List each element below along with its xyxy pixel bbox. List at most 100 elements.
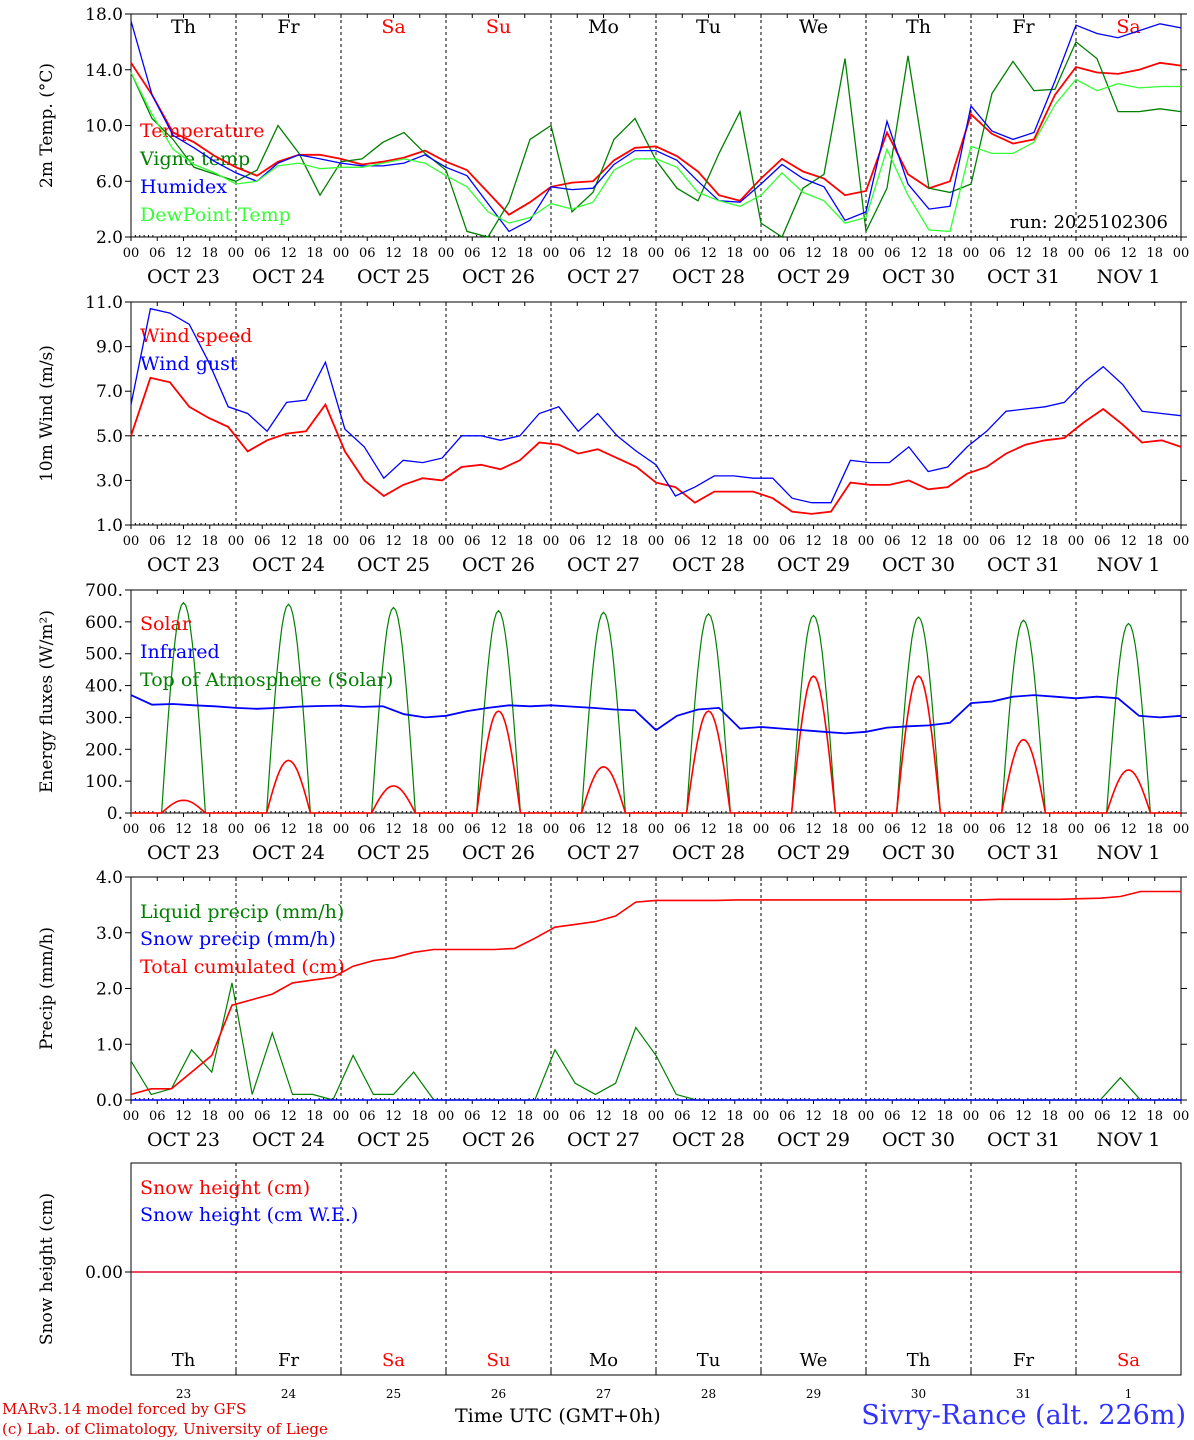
- x-hour-label: 18: [1146, 534, 1163, 549]
- weekday-label: Sa: [381, 16, 405, 38]
- x-hour-label: 00: [1173, 1109, 1190, 1124]
- y-tick-label: 600.: [85, 613, 123, 633]
- date-label: OCT 30: [882, 554, 955, 576]
- date-label: OCT 26: [462, 266, 535, 288]
- legend-entry: Top of Atmosphere (Solar): [140, 669, 393, 691]
- y-tick-label: 18.0: [85, 5, 123, 25]
- x-hour-label: 00: [1068, 534, 1085, 549]
- x-hour-label: 06: [989, 1109, 1006, 1124]
- x-hour-label: 18: [831, 534, 848, 549]
- date-label: OCT 24: [252, 1129, 325, 1151]
- date-label: OCT 26: [462, 554, 535, 576]
- x-hour-label: 06: [254, 1109, 271, 1124]
- y-tick-label: 400.: [85, 677, 123, 697]
- x-hour-label: 18: [201, 246, 218, 261]
- model-credit: MARv3.14 model forced by GFS: [2, 1400, 247, 1418]
- day-number-label: 23: [176, 1387, 191, 1401]
- x-hour-label: 00: [1173, 534, 1190, 549]
- legend-entry: DewPoint Temp: [140, 204, 291, 226]
- temperature-series-line: [130, 40, 1182, 238]
- x-hour-label: 12: [595, 1109, 612, 1124]
- legend-entry: Liquid precip (mm/h): [140, 901, 344, 923]
- y-tick-label: 200.: [85, 740, 123, 760]
- weekday-label: We: [800, 1350, 828, 1371]
- x-hour-label: 00: [123, 822, 140, 837]
- day-number-label: 30: [911, 1387, 926, 1401]
- day-number-label: 26: [491, 1387, 506, 1401]
- x-hour-label: 06: [674, 246, 691, 261]
- x-hour-label: 06: [1094, 822, 1111, 837]
- x-hour-label: 18: [201, 1109, 218, 1124]
- x-hour-label: 12: [1015, 534, 1032, 549]
- x-hour-label: 06: [254, 246, 271, 261]
- date-label: OCT 23: [147, 1129, 220, 1151]
- date-label: OCT 31: [987, 842, 1060, 864]
- x-hour-label: 06: [464, 246, 481, 261]
- x-hour-label: 00: [543, 1109, 560, 1124]
- date-label: OCT 29: [777, 266, 850, 288]
- date-label: OCT 31: [987, 266, 1060, 288]
- x-hour-label: 12: [280, 822, 297, 837]
- x-hour-label: 00: [858, 534, 875, 549]
- temperature-series-line: [130, 20, 1182, 233]
- x-hour-label: 00: [858, 246, 875, 261]
- date-label: NOV 1: [1097, 842, 1161, 864]
- day-number-label: 25: [386, 1387, 401, 1401]
- date-label: NOV 1: [1097, 1129, 1161, 1151]
- y-tick-label: 300.: [85, 708, 123, 728]
- date-label: OCT 26: [462, 1129, 535, 1151]
- day-number-label: 31: [1016, 1387, 1031, 1401]
- y-tick-label: 1.0: [96, 516, 123, 536]
- x-hour-label: 18: [411, 822, 428, 837]
- x-hour-label: 12: [1015, 822, 1032, 837]
- x-hour-label: 12: [385, 246, 402, 261]
- x-hour-label: 00: [963, 246, 980, 261]
- x-hour-label: 18: [411, 246, 428, 261]
- run-annotation: run: 2025102306: [1010, 212, 1168, 233]
- date-label: OCT 27: [567, 266, 640, 288]
- x-hour-label: 00: [753, 534, 770, 549]
- weekday-label: Tu: [697, 1350, 721, 1371]
- x-hour-label: 18: [936, 1109, 953, 1124]
- x-hour-label: 00: [858, 1109, 875, 1124]
- x-hour-label: 00: [543, 534, 560, 549]
- temperature-series-line: [130, 72, 1181, 233]
- x-hour-label: 00: [963, 822, 980, 837]
- x-hour-label: 06: [779, 1109, 796, 1124]
- y-axis-label: Energy fluxes (W/m²): [37, 610, 57, 793]
- weekday-label: Sa: [382, 1350, 405, 1371]
- weekday-label: Th: [907, 1350, 931, 1371]
- date-label: OCT 25: [357, 842, 430, 864]
- date-label: OCT 24: [252, 554, 325, 576]
- date-label: OCT 25: [357, 554, 430, 576]
- x-hour-label: 18: [411, 1109, 428, 1124]
- weekday-label: Th: [906, 16, 931, 38]
- x-hour-label: 12: [595, 822, 612, 837]
- weekday-label: Mo: [588, 16, 619, 38]
- y-tick-label: 0.0: [96, 1091, 123, 1111]
- x-hour-label: 00: [1173, 246, 1190, 261]
- x-hour-label: 18: [516, 534, 533, 549]
- x-hour-label: 00: [123, 534, 140, 549]
- legend-entry: Temperature: [140, 120, 264, 142]
- x-hour-label: 00: [333, 822, 350, 837]
- day-number-label: 29: [806, 1387, 821, 1401]
- x-hour-label: 00: [963, 534, 980, 549]
- date-label: OCT 28: [672, 554, 745, 576]
- x-hour-label: 12: [490, 822, 507, 837]
- x-hour-label: 06: [359, 246, 376, 261]
- x-hour-label: 12: [595, 534, 612, 549]
- y-axis-label: Precip (mm/h): [37, 927, 57, 1050]
- x-hour-label: 06: [254, 822, 271, 837]
- y-tick-label: 7.0: [96, 382, 123, 402]
- legend-entry: Wind gust: [140, 353, 238, 375]
- x-hour-label: 06: [149, 1109, 166, 1124]
- x-hour-label: 12: [280, 534, 297, 549]
- x-hour-label: 18: [201, 534, 218, 549]
- date-label: OCT 30: [882, 842, 955, 864]
- x-hour-label: 06: [569, 1109, 586, 1124]
- date-label: OCT 24: [252, 842, 325, 864]
- weekday-label: Su: [486, 16, 511, 38]
- x-hour-label: 06: [884, 1109, 901, 1124]
- x-hour-label: 00: [228, 822, 245, 837]
